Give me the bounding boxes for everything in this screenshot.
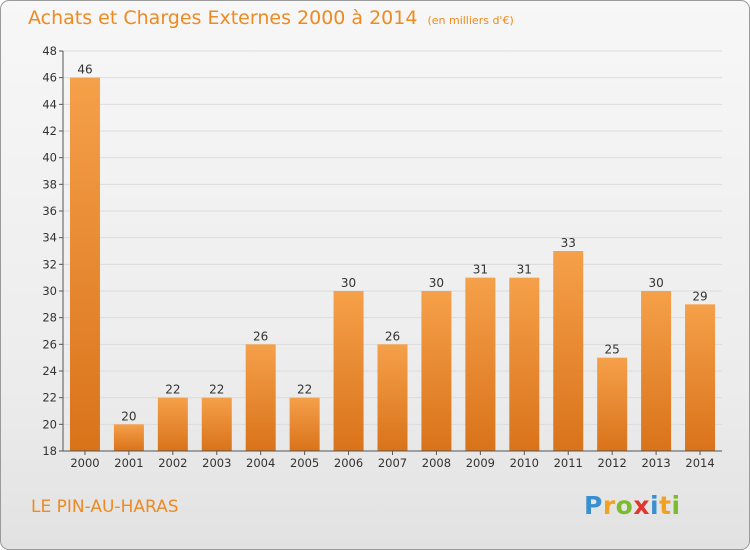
bar xyxy=(333,291,364,451)
x-tick-label: 2006 xyxy=(334,456,363,470)
chart-subtitle: (en milliers d'€) xyxy=(427,14,514,27)
x-tick-label: 2002 xyxy=(158,456,187,470)
logo-letter: x xyxy=(633,491,650,520)
bar xyxy=(69,77,100,452)
proxiti-logo: Proxiti xyxy=(584,491,681,520)
y-tick-label: 32 xyxy=(42,257,57,271)
x-tick-label: 2003 xyxy=(202,456,231,470)
bar xyxy=(245,344,276,451)
y-tick-label: 34 xyxy=(42,231,57,245)
bar xyxy=(509,277,540,451)
bar xyxy=(465,277,496,451)
x-tick-label: 2009 xyxy=(466,456,495,470)
bar-value-label: 30 xyxy=(341,276,356,290)
logo-letter: i xyxy=(671,491,681,520)
y-tick-label: 24 xyxy=(42,364,57,378)
x-tick-label: 2001 xyxy=(114,456,143,470)
x-tick-label: 2013 xyxy=(641,456,670,470)
logo-letter: o xyxy=(615,491,634,520)
y-tick-label: 42 xyxy=(42,124,57,138)
bar-value-label: 30 xyxy=(648,276,663,290)
bar xyxy=(201,397,232,451)
bar xyxy=(553,251,584,451)
y-tick-label: 48 xyxy=(42,44,57,58)
bar-value-label: 22 xyxy=(297,383,312,397)
x-tick-label: 2005 xyxy=(290,456,319,470)
labels: 18 20 22 24 26 28 30 32 34 36 38 40 42 44 46 48 46 2000 20… xyxy=(42,44,714,470)
logo-letter: t xyxy=(659,491,672,520)
bar-value-label: 33 xyxy=(561,236,576,250)
bar-value-label: 26 xyxy=(385,329,400,343)
y-tick-label: 46 xyxy=(42,71,57,85)
y-tick-label: 18 xyxy=(42,444,57,458)
x-tick-label: 2014 xyxy=(685,456,714,470)
bar-value-label: 46 xyxy=(77,63,92,77)
y-tick-label: 28 xyxy=(42,311,57,325)
bar xyxy=(113,424,144,451)
x-tick-label: 2011 xyxy=(554,456,583,470)
bar xyxy=(157,397,188,451)
y-tick-label: 44 xyxy=(42,97,57,111)
bar-value-label: 29 xyxy=(692,289,707,303)
bar xyxy=(421,291,452,451)
bars xyxy=(69,77,716,452)
bar xyxy=(641,291,672,451)
x-tick-label: 2004 xyxy=(246,456,275,470)
y-tick-label: 26 xyxy=(42,337,57,351)
y-tick-label: 20 xyxy=(42,417,57,431)
axes xyxy=(59,50,722,455)
y-tick-label: 22 xyxy=(42,391,57,405)
bar xyxy=(377,344,408,451)
y-tick-label: 40 xyxy=(42,151,57,165)
logo-letter: r xyxy=(602,491,616,520)
bar-value-label: 31 xyxy=(517,263,532,277)
bar-value-label: 22 xyxy=(209,383,224,397)
x-tick-label: 2008 xyxy=(422,456,451,470)
bar-value-label: 26 xyxy=(253,329,268,343)
x-tick-label: 2010 xyxy=(510,456,539,470)
x-tick-label: 2007 xyxy=(378,456,407,470)
logo-letter: i xyxy=(650,491,660,520)
x-tick-label: 2012 xyxy=(598,456,627,470)
bar-value-label: 25 xyxy=(605,343,620,357)
bar xyxy=(289,397,320,451)
bar xyxy=(597,357,628,451)
bar-value-label: 30 xyxy=(429,276,444,290)
y-tick-label: 36 xyxy=(42,204,57,218)
chart-title: Achats et Charges Externes 2000 à 2014 (e… xyxy=(28,7,514,29)
bar-value-label: 22 xyxy=(165,383,180,397)
chart-title-text: Achats et Charges Externes 2000 à 2014 xyxy=(28,7,418,29)
bar-value-label: 31 xyxy=(473,263,488,277)
x-tick-label: 2000 xyxy=(70,456,99,470)
bar-value-label: 20 xyxy=(121,409,136,423)
bar xyxy=(685,304,716,451)
commune-name: LE PIN-AU-HARAS xyxy=(31,497,179,517)
logo-letter: P xyxy=(584,491,603,520)
y-tick-label: 30 xyxy=(42,284,57,298)
y-tick-label: 38 xyxy=(42,177,57,191)
